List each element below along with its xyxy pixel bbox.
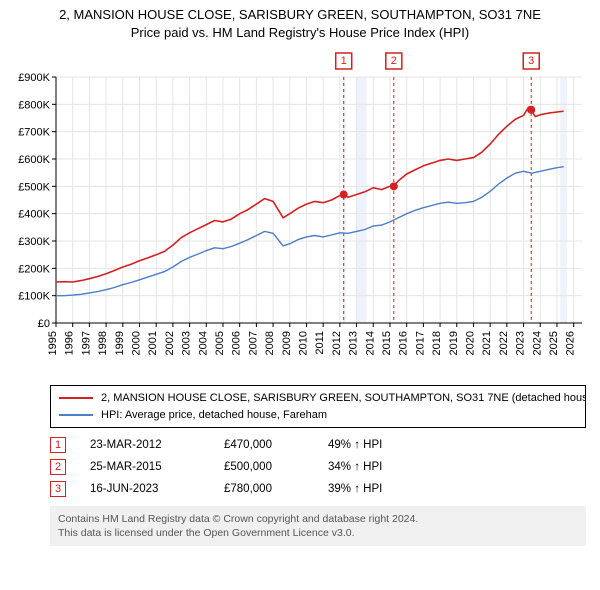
legend-item-property: 2, MANSION HOUSE CLOSE, SARISBURY GREEN,… [59, 390, 577, 407]
footer-line-1: Contains HM Land Registry data © Crown c… [58, 512, 578, 526]
svg-text:2004: 2004 [197, 331, 209, 355]
marker-row: 3 16-JUN-2023 £780,000 39% ↑ HPI [50, 478, 586, 500]
svg-text:2003: 2003 [181, 331, 193, 355]
marker-pct: 49% ↑ HPI [328, 439, 382, 451]
svg-text:2005: 2005 [214, 331, 226, 355]
footer-line-2: This data is licensed under the Open Gov… [58, 526, 578, 540]
svg-text:2020: 2020 [464, 331, 476, 355]
svg-text:2023: 2023 [515, 331, 527, 355]
svg-text:£100K: £100K [18, 291, 50, 303]
legend: 2, MANSION HOUSE CLOSE, SARISBURY GREEN,… [50, 385, 586, 428]
svg-text:2006: 2006 [231, 331, 243, 355]
marker-price: £470,000 [224, 439, 304, 451]
legend-item-hpi: HPI: Average price, detached house, Fare… [59, 407, 577, 424]
svg-text:1999: 1999 [114, 331, 126, 355]
svg-text:2021: 2021 [481, 331, 493, 355]
marker-table: 1 23-MAR-2012 £470,000 49% ↑ HPI 2 25-MA… [50, 434, 586, 500]
marker-price: £780,000 [224, 483, 304, 495]
svg-text:£600K: £600K [18, 154, 50, 166]
marker-pct: 34% ↑ HPI [328, 461, 382, 473]
svg-text:2013: 2013 [348, 331, 360, 355]
title-line-2: Price paid vs. HM Land Registry's House … [10, 24, 590, 42]
svg-text:£300K: £300K [18, 236, 50, 248]
svg-text:2002: 2002 [164, 331, 176, 355]
marker-number: 2 [50, 459, 66, 475]
svg-text:2: 2 [391, 55, 397, 67]
svg-text:2010: 2010 [297, 331, 309, 355]
marker-number: 1 [50, 437, 66, 453]
svg-text:2011: 2011 [314, 331, 326, 355]
svg-text:2026: 2026 [565, 331, 577, 355]
figure-container: 2, MANSION HOUSE CLOSE, SARISBURY GREEN,… [0, 0, 600, 554]
marker-date: 25-MAR-2015 [90, 461, 200, 473]
svg-text:2019: 2019 [448, 331, 460, 355]
svg-text:1996: 1996 [64, 331, 76, 355]
svg-text:2018: 2018 [431, 331, 443, 355]
title-line-1: 2, MANSION HOUSE CLOSE, SARISBURY GREEN,… [10, 6, 590, 24]
chart-title: 2, MANSION HOUSE CLOSE, SARISBURY GREEN,… [10, 6, 590, 41]
svg-text:£900K: £900K [18, 72, 50, 84]
svg-text:2012: 2012 [331, 331, 343, 355]
svg-text:2025: 2025 [548, 331, 560, 355]
marker-date: 23-MAR-2012 [90, 439, 200, 451]
svg-text:£500K: £500K [18, 181, 50, 193]
legend-label: HPI: Average price, detached house, Fare… [101, 407, 327, 424]
svg-text:1: 1 [341, 55, 347, 67]
marker-number: 3 [50, 481, 66, 497]
svg-text:2014: 2014 [364, 331, 376, 355]
svg-text:2024: 2024 [531, 331, 543, 355]
legend-swatch [59, 397, 93, 399]
svg-text:2001: 2001 [147, 331, 159, 355]
chart: £0 £100K £200K £300K £400K £500K £600K £700K £80… [10, 47, 590, 377]
marker-pct: 39% ↑ HPI [328, 483, 382, 495]
svg-text:£200K: £200K [18, 263, 50, 275]
svg-text:1997: 1997 [80, 331, 92, 355]
svg-text:2007: 2007 [247, 331, 259, 355]
svg-text:2022: 2022 [498, 331, 510, 355]
svg-text:2017: 2017 [414, 331, 426, 355]
svg-text:2015: 2015 [381, 331, 393, 355]
marker-price: £500,000 [224, 461, 304, 473]
legend-swatch [59, 414, 93, 416]
svg-text:2009: 2009 [281, 331, 293, 355]
svg-text:£700K: £700K [18, 127, 50, 139]
attribution-footer: Contains HM Land Registry data © Crown c… [50, 506, 586, 546]
svg-text:3: 3 [528, 55, 534, 67]
marker-date: 16-JUN-2023 [90, 483, 200, 495]
svg-text:1998: 1998 [97, 331, 109, 355]
svg-text:£800K: £800K [18, 99, 50, 111]
svg-text:£400K: £400K [18, 209, 50, 221]
svg-text:£0: £0 [38, 318, 50, 330]
svg-text:2000: 2000 [130, 331, 142, 355]
svg-text:2008: 2008 [264, 331, 276, 355]
legend-label: 2, MANSION HOUSE CLOSE, SARISBURY GREEN,… [101, 390, 586, 407]
svg-text:2016: 2016 [398, 331, 410, 355]
chart-svg: £0 £100K £200K £300K £400K £500K £600K £700K £80… [10, 47, 590, 377]
svg-text:1995: 1995 [47, 331, 59, 355]
marker-row: 1 23-MAR-2012 £470,000 49% ↑ HPI [50, 434, 586, 456]
marker-row: 2 25-MAR-2015 £500,000 34% ↑ HPI [50, 456, 586, 478]
